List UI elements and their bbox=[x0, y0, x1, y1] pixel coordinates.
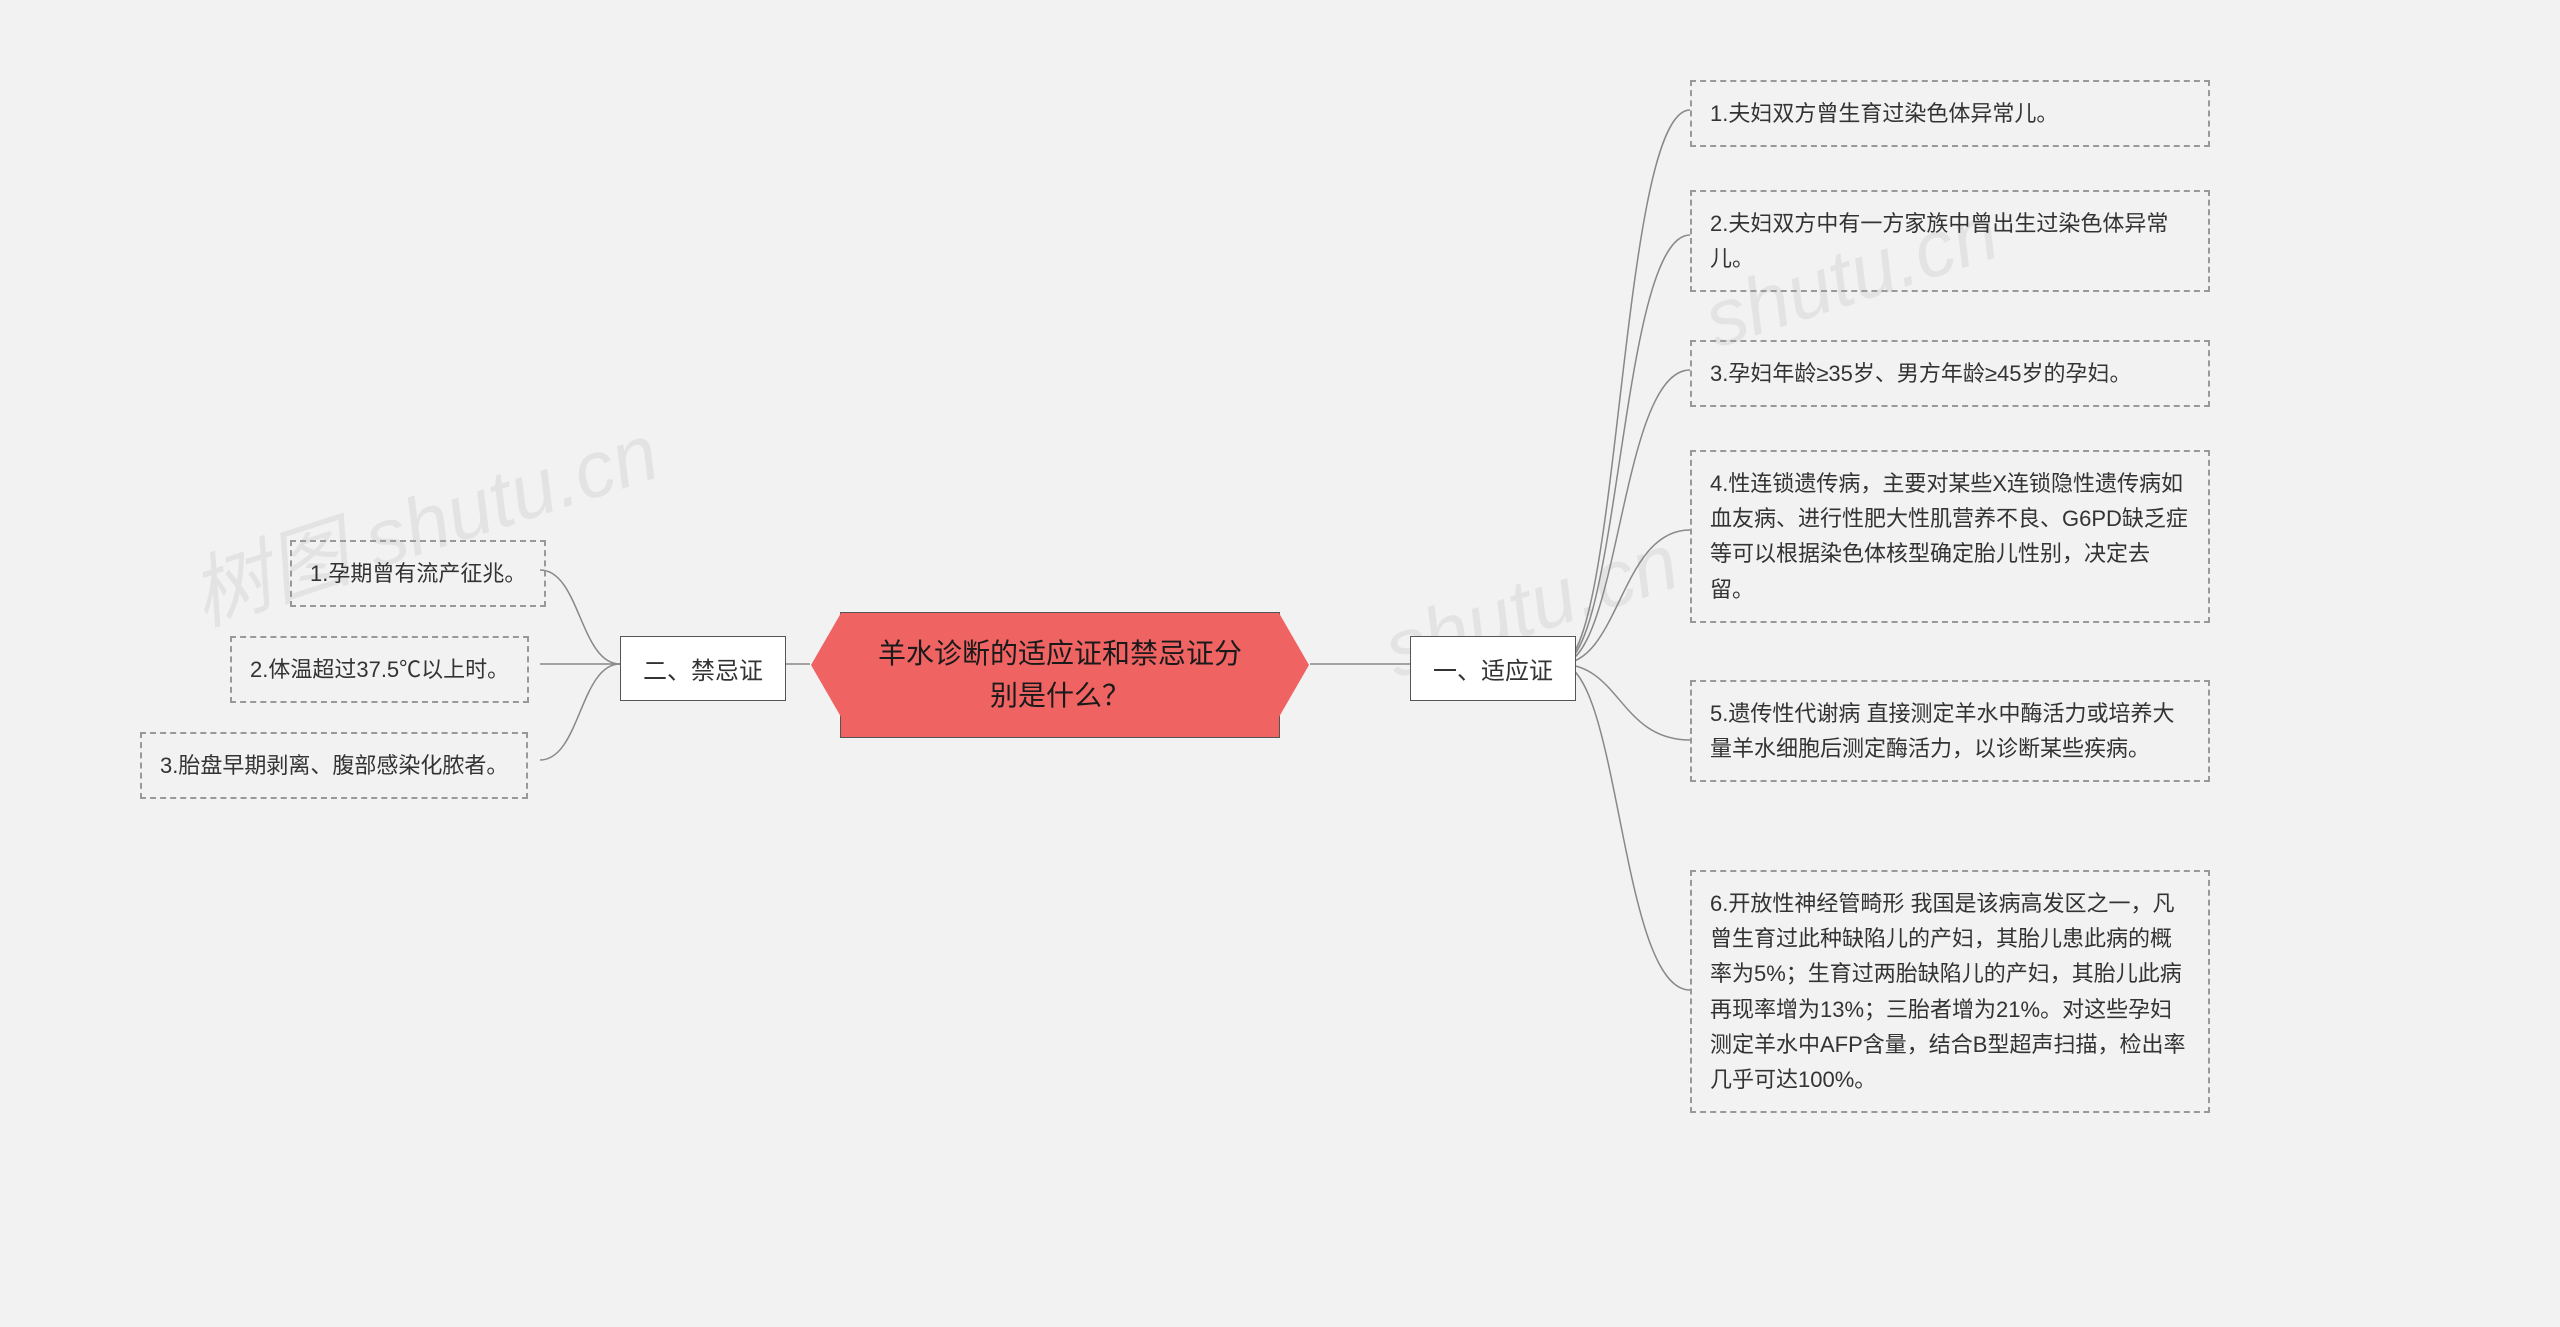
branch-contraindications[interactable]: 二、禁忌证 bbox=[620, 636, 786, 701]
leaf-indication-6[interactable]: 6.开放性神经管畸形 我国是该病高发区之一，凡曾生育过此种缺陷儿的产妇，其胎儿患… bbox=[1690, 870, 2210, 1113]
mindmap-canvas: 树图 shutu.cn shutu.cn shutu.cn 羊水诊断的适应证和禁… bbox=[0, 0, 2560, 1327]
center-node[interactable]: 羊水诊断的适应证和禁忌证分别是什么？ bbox=[840, 612, 1280, 738]
leaf-indication-5[interactable]: 5.遗传性代谢病 直接测定羊水中酶活力或培养大量羊水细胞后测定酶活力，以诊断某些… bbox=[1690, 680, 2210, 782]
leaf-contra-2[interactable]: 2.体温超过37.5℃以上时。 bbox=[230, 636, 529, 703]
leaf-indication-2[interactable]: 2.夫妇双方中有一方家族中曾出生过染色体异常儿。 bbox=[1690, 190, 2210, 292]
leaf-contra-1[interactable]: 1.孕期曾有流产征兆。 bbox=[290, 540, 546, 607]
leaf-indication-1[interactable]: 1.夫妇双方曾生育过染色体异常儿。 bbox=[1690, 80, 2210, 147]
watermark-1: 树图 shutu.cn bbox=[174, 388, 671, 648]
leaf-contra-3[interactable]: 3.胎盘早期剥离、腹部感染化脓者。 bbox=[140, 732, 528, 799]
leaf-indication-4[interactable]: 4.性连锁遗传病，主要对某些X连锁隐性遗传病如血友病、进行性肥大性肌营养不良、G… bbox=[1690, 450, 2210, 623]
leaf-indication-3[interactable]: 3.孕妇年龄≥35岁、男方年龄≥45岁的孕妇。 bbox=[1690, 340, 2210, 407]
branch-indications[interactable]: 一、适应证 bbox=[1410, 636, 1576, 701]
